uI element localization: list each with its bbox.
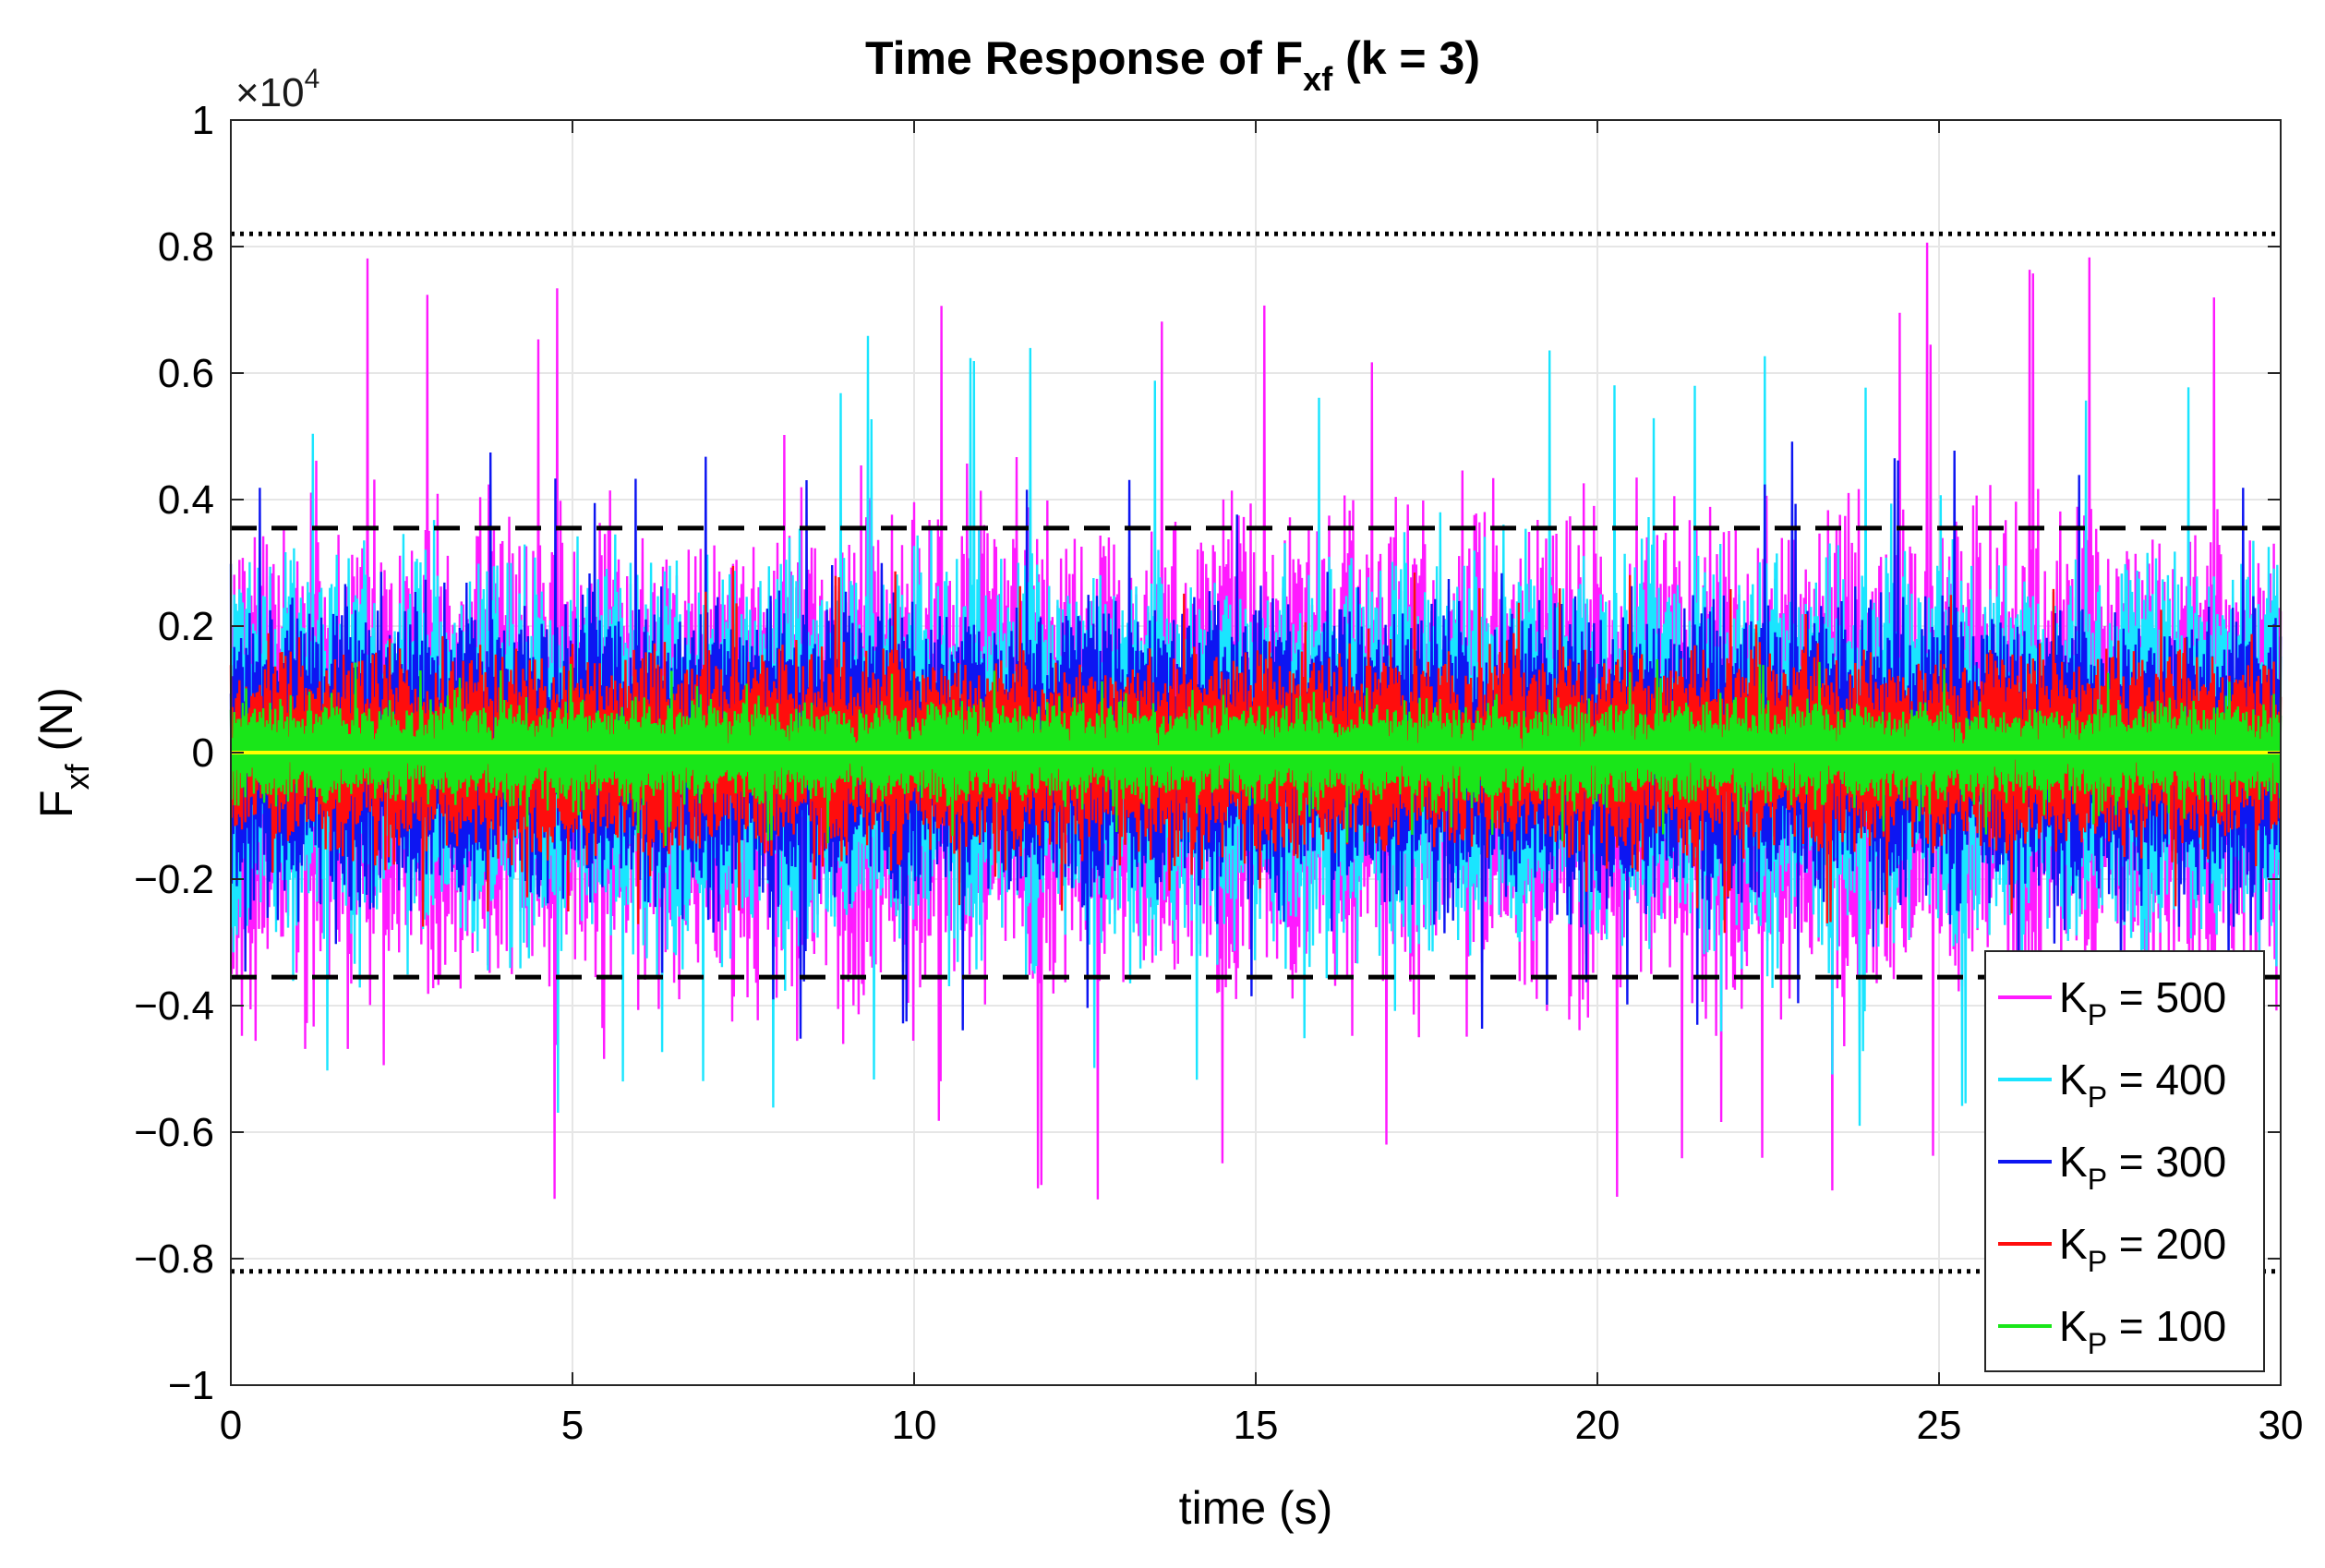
- y-tick-label: 0.8: [158, 224, 214, 270]
- chart-title-suffix: (k = 3): [1332, 32, 1480, 84]
- legend: KP = 500 KP = 400 KP = 300 KP = 200 KP = 100: [1984, 950, 2265, 1372]
- x-tick-label: 20: [1575, 1403, 1620, 1448]
- legend-label-kp-300: KP = 300: [2059, 1138, 2226, 1196]
- chart-title-main: Time Response of F: [865, 32, 1303, 84]
- x-tick-label: 25: [1917, 1403, 1962, 1448]
- legend-label-kp-500: KP = 500: [2059, 973, 2226, 1031]
- y-tick-label: 0.2: [158, 604, 214, 649]
- x-tick-label: 0: [220, 1403, 242, 1448]
- reference-lines: [231, 231, 2281, 1274]
- exponent-base: ×10: [235, 70, 305, 115]
- x-tick-label: 30: [2259, 1403, 2304, 1448]
- y-axis-label: Fxf (N): [30, 687, 96, 818]
- y-axis-ticks: −1 −0.8 −0.6 −0.4 −0.2 0 0.2 0.4 0.6 0.8 1: [134, 98, 2281, 1408]
- series-line-kp-100: [229, 658, 2283, 847]
- exponent-label: ×104: [235, 64, 319, 115]
- series-layer: [229, 242, 2283, 1200]
- legend-label-kp-400: KP = 400: [2059, 1055, 2226, 1114]
- legend-label-kp-200: KP = 200: [2059, 1220, 2226, 1278]
- y-axis-label-main: F: [30, 790, 82, 818]
- y-tick-label: 0.6: [158, 351, 214, 396]
- exponent-power: 4: [305, 64, 320, 94]
- y-tick-label: −0.4: [134, 983, 214, 1029]
- x-tick-label: 10: [892, 1403, 937, 1448]
- y-tick-label: −0.2: [134, 857, 214, 902]
- x-tick-label: 5: [561, 1403, 584, 1448]
- y-axis-label-suffix: (N): [30, 687, 82, 764]
- y-axis-label-sub: xf: [58, 763, 96, 790]
- y-tick-label: 0: [192, 730, 214, 776]
- y-tick-label: −0.6: [134, 1110, 214, 1155]
- y-tick-label: 0.4: [158, 477, 214, 523]
- x-tick-label: 15: [1234, 1403, 1279, 1448]
- x-axis-ticks: 0 5 10 15 20 25 30: [220, 120, 2304, 1448]
- series-line-kp-200: [229, 565, 2283, 934]
- chart-title: Time Response of Fxf (k = 3): [865, 32, 1480, 98]
- x-axis-label: time (s): [1179, 1482, 1333, 1534]
- y-tick-label: −0.8: [134, 1236, 214, 1282]
- y-tick-label: 1: [192, 98, 214, 143]
- chart-title-sub: xf: [1303, 60, 1333, 98]
- y-tick-label: −1: [168, 1363, 214, 1408]
- legend-label-kp-100: KP = 100: [2059, 1302, 2226, 1360]
